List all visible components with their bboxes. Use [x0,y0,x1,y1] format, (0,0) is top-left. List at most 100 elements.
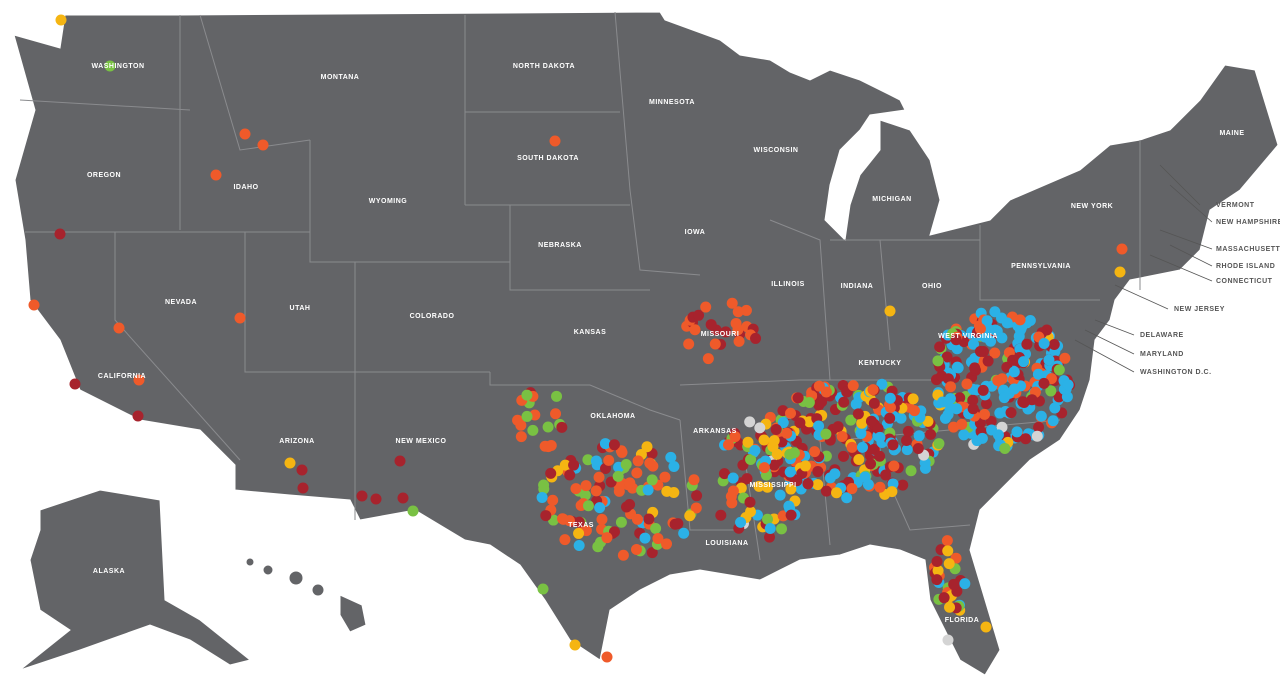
location-dot [788,447,800,459]
location-dot [540,510,552,522]
location-dot [1001,317,1013,329]
location-dot [876,378,888,390]
location-dot [794,417,806,429]
location-dot [527,424,539,436]
location-dot [1008,383,1020,395]
location-dot [547,494,559,506]
location-dot [599,438,611,450]
location-dot [646,547,658,559]
location-dot [715,509,727,521]
location-dot [521,389,533,401]
location-dot [853,454,865,466]
location-dot [951,361,963,373]
location-dot [874,450,886,462]
location-dot [774,489,786,501]
location-dot [902,425,914,437]
location-dot [590,485,602,497]
location-dot [989,347,1001,359]
location-dot [838,450,850,462]
location-dot [234,312,246,324]
location-dot [762,513,774,525]
location-dot [104,60,116,72]
location-dot [624,477,636,489]
callout-label: VERMONT [1216,202,1255,209]
location-dot [1048,339,1060,351]
location-dot [370,493,382,505]
location-dot [630,543,642,555]
location-dot [958,429,970,441]
location-dot [865,415,877,427]
location-dot [785,483,797,495]
location-dot [764,531,776,543]
location-dot [832,421,844,433]
callout-leaders [1074,164,1213,373]
location-dot [977,384,989,396]
location-dot [944,601,956,613]
location-dot [931,556,943,568]
location-dot [257,139,269,151]
location-dot [652,533,664,545]
location-dot [580,480,592,492]
location-dot [735,516,747,528]
location-dot [948,578,960,590]
location-dot [659,471,671,483]
location-dot [594,502,606,514]
state-label: INDIANA [841,283,874,290]
location-dot [1059,352,1071,364]
location-dot [639,532,651,544]
location-dot [1033,421,1045,433]
state-label: OREGON [87,172,121,179]
location-dot [749,444,761,456]
location-dot [624,499,636,511]
location-dot [608,439,620,451]
location-dot [394,455,406,467]
location-dot [888,460,900,472]
location-dot [559,534,571,546]
location-dot [709,338,721,350]
state-label: WYOMING [369,198,408,205]
location-dot [688,474,700,486]
location-dot [943,558,955,570]
location-dot [545,467,557,479]
state-label: WASHINGTON [91,63,144,70]
location-dot [1045,385,1057,397]
location-dot [407,505,419,517]
location-dot [884,402,896,414]
location-dot [884,392,896,404]
location-dot [700,301,712,313]
location-dot [556,421,568,433]
location-dot [113,322,125,334]
location-dot [742,436,754,448]
location-dot [856,417,868,429]
location-dot [745,453,757,465]
location-dot [961,378,973,390]
location-dot [886,486,898,498]
location-dot [996,332,1008,344]
location-dot [521,410,533,422]
state-label: TEXAS [568,522,594,529]
state-label: KENTUCKY [859,360,902,367]
location-dot [133,374,145,386]
location-dot [784,466,796,478]
location-dot [641,441,653,453]
location-dot [799,460,811,472]
location-dot [829,468,841,480]
state-label: WEST VIRGINIA [938,333,998,340]
callout-label: MARYLAND [1140,351,1184,358]
location-dot [847,380,859,392]
location-dot [1053,364,1065,376]
location-dot [612,470,624,482]
location-dot [617,549,629,561]
location-dot [816,396,828,408]
location-dot [54,228,66,240]
location-dot [803,397,815,409]
location-dot [750,332,762,344]
state-label: MINNESOTA [649,99,695,106]
state-borders [19,11,1141,561]
location-dot [582,454,594,466]
location-dot [912,443,924,455]
state-label: HAWAII [281,605,309,612]
location-dot [884,412,896,424]
location-dot [1005,407,1017,419]
location-dot [934,341,946,353]
